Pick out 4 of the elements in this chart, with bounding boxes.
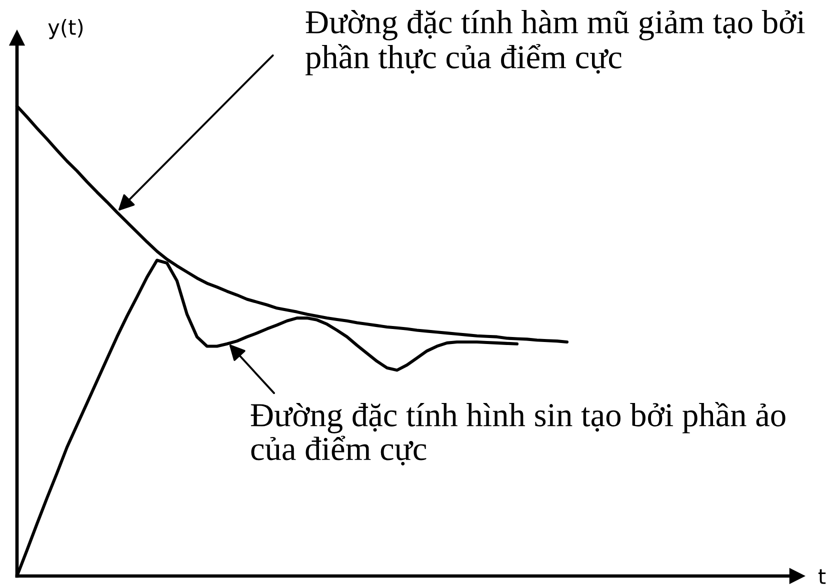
y-axis-title: y(t) [48,18,83,40]
text: Đường đặc tính hàm mũ giảm tạo bởi phần thực của điểm cực [306,10,805,76]
x-axis-title: t [818,569,826,584]
annotation: Đường đặc tính hình sin tạo bởi phần ảo của điểm cực [250,402,786,466]
